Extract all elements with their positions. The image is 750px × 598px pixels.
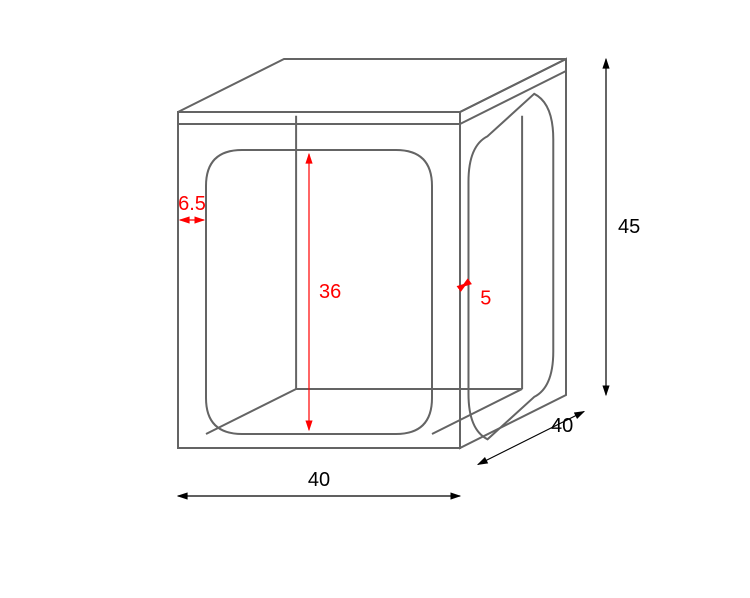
dim-depth: 40 — [551, 415, 573, 437]
dim-wall-left: 6.5 — [178, 193, 206, 215]
dim-wall-right: 5 — [480, 288, 491, 310]
dim-opening-height: 36 — [319, 281, 341, 303]
isometric-box-drawing — [178, 59, 566, 448]
dim-height: 45 — [618, 216, 640, 238]
dim-width-front: 40 — [308, 469, 330, 491]
